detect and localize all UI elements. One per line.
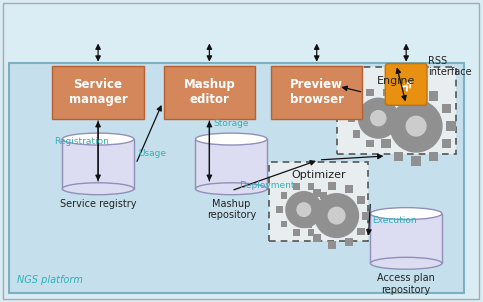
FancyBboxPatch shape xyxy=(383,140,390,147)
FancyBboxPatch shape xyxy=(293,229,299,236)
Ellipse shape xyxy=(370,257,442,269)
FancyBboxPatch shape xyxy=(353,99,360,106)
FancyBboxPatch shape xyxy=(446,121,455,131)
Circle shape xyxy=(297,203,311,217)
FancyBboxPatch shape xyxy=(281,220,287,227)
Text: Mashup
repository: Mashup repository xyxy=(207,199,256,220)
FancyBboxPatch shape xyxy=(325,206,331,213)
Bar xyxy=(62,139,134,189)
Circle shape xyxy=(358,98,398,138)
FancyBboxPatch shape xyxy=(367,140,374,147)
Ellipse shape xyxy=(378,210,435,217)
FancyBboxPatch shape xyxy=(394,152,403,161)
Circle shape xyxy=(390,100,442,152)
FancyBboxPatch shape xyxy=(381,139,391,148)
FancyBboxPatch shape xyxy=(385,63,427,105)
Ellipse shape xyxy=(370,208,442,220)
FancyBboxPatch shape xyxy=(429,152,438,161)
FancyBboxPatch shape xyxy=(320,192,327,199)
Text: Service
manager: Service manager xyxy=(69,78,128,106)
FancyBboxPatch shape xyxy=(313,189,321,197)
Text: Execution: Execution xyxy=(372,216,417,225)
FancyBboxPatch shape xyxy=(293,183,299,190)
Text: Engine: Engine xyxy=(377,76,415,86)
FancyBboxPatch shape xyxy=(3,3,479,299)
FancyBboxPatch shape xyxy=(429,91,438,101)
FancyBboxPatch shape xyxy=(362,212,370,220)
FancyBboxPatch shape xyxy=(348,114,355,122)
Text: Optimizer: Optimizer xyxy=(291,170,346,180)
FancyBboxPatch shape xyxy=(320,220,327,227)
FancyBboxPatch shape xyxy=(397,99,404,106)
Ellipse shape xyxy=(62,183,134,195)
Text: Storage: Storage xyxy=(213,119,249,128)
FancyBboxPatch shape xyxy=(328,241,336,249)
FancyBboxPatch shape xyxy=(381,104,391,113)
FancyBboxPatch shape xyxy=(345,239,353,246)
FancyBboxPatch shape xyxy=(271,66,362,119)
Text: NGS platform: NGS platform xyxy=(16,275,83,285)
FancyBboxPatch shape xyxy=(308,183,314,190)
Bar xyxy=(370,214,442,263)
FancyBboxPatch shape xyxy=(412,87,421,96)
FancyBboxPatch shape xyxy=(353,130,360,137)
FancyBboxPatch shape xyxy=(367,89,374,96)
FancyBboxPatch shape xyxy=(412,156,421,166)
FancyBboxPatch shape xyxy=(383,89,390,96)
Text: Preview
browser: Preview browser xyxy=(290,78,344,106)
FancyBboxPatch shape xyxy=(345,185,353,193)
FancyBboxPatch shape xyxy=(276,206,283,213)
Bar xyxy=(196,139,267,189)
FancyBboxPatch shape xyxy=(308,229,314,236)
Text: Deployment: Deployment xyxy=(239,181,295,190)
FancyBboxPatch shape xyxy=(164,66,255,119)
Circle shape xyxy=(315,194,358,237)
FancyBboxPatch shape xyxy=(394,91,403,101)
Text: Mashup
editor: Mashup editor xyxy=(184,78,235,106)
FancyBboxPatch shape xyxy=(401,114,409,122)
Text: »: » xyxy=(395,73,417,95)
FancyBboxPatch shape xyxy=(337,66,456,154)
Circle shape xyxy=(371,111,386,126)
FancyBboxPatch shape xyxy=(328,182,336,190)
FancyBboxPatch shape xyxy=(441,139,451,148)
FancyBboxPatch shape xyxy=(441,104,451,113)
Ellipse shape xyxy=(70,136,127,143)
FancyBboxPatch shape xyxy=(357,228,365,236)
Ellipse shape xyxy=(196,183,267,195)
Text: Access plan
repository: Access plan repository xyxy=(377,273,435,295)
Circle shape xyxy=(406,116,426,136)
FancyBboxPatch shape xyxy=(52,66,144,119)
FancyBboxPatch shape xyxy=(357,196,365,204)
FancyBboxPatch shape xyxy=(9,63,464,293)
Text: Registration: Registration xyxy=(55,137,109,146)
FancyBboxPatch shape xyxy=(304,220,312,228)
FancyBboxPatch shape xyxy=(377,121,386,131)
Ellipse shape xyxy=(62,133,134,145)
Text: Service registry: Service registry xyxy=(60,199,136,209)
Text: Usage: Usage xyxy=(138,149,166,158)
FancyBboxPatch shape xyxy=(304,203,312,211)
FancyBboxPatch shape xyxy=(397,130,404,137)
Circle shape xyxy=(286,192,322,227)
Text: RSS
interface: RSS interface xyxy=(428,56,472,77)
Ellipse shape xyxy=(203,136,260,143)
FancyBboxPatch shape xyxy=(269,162,369,241)
FancyBboxPatch shape xyxy=(313,234,321,242)
Ellipse shape xyxy=(196,133,267,145)
Circle shape xyxy=(328,207,345,224)
FancyBboxPatch shape xyxy=(281,192,287,199)
